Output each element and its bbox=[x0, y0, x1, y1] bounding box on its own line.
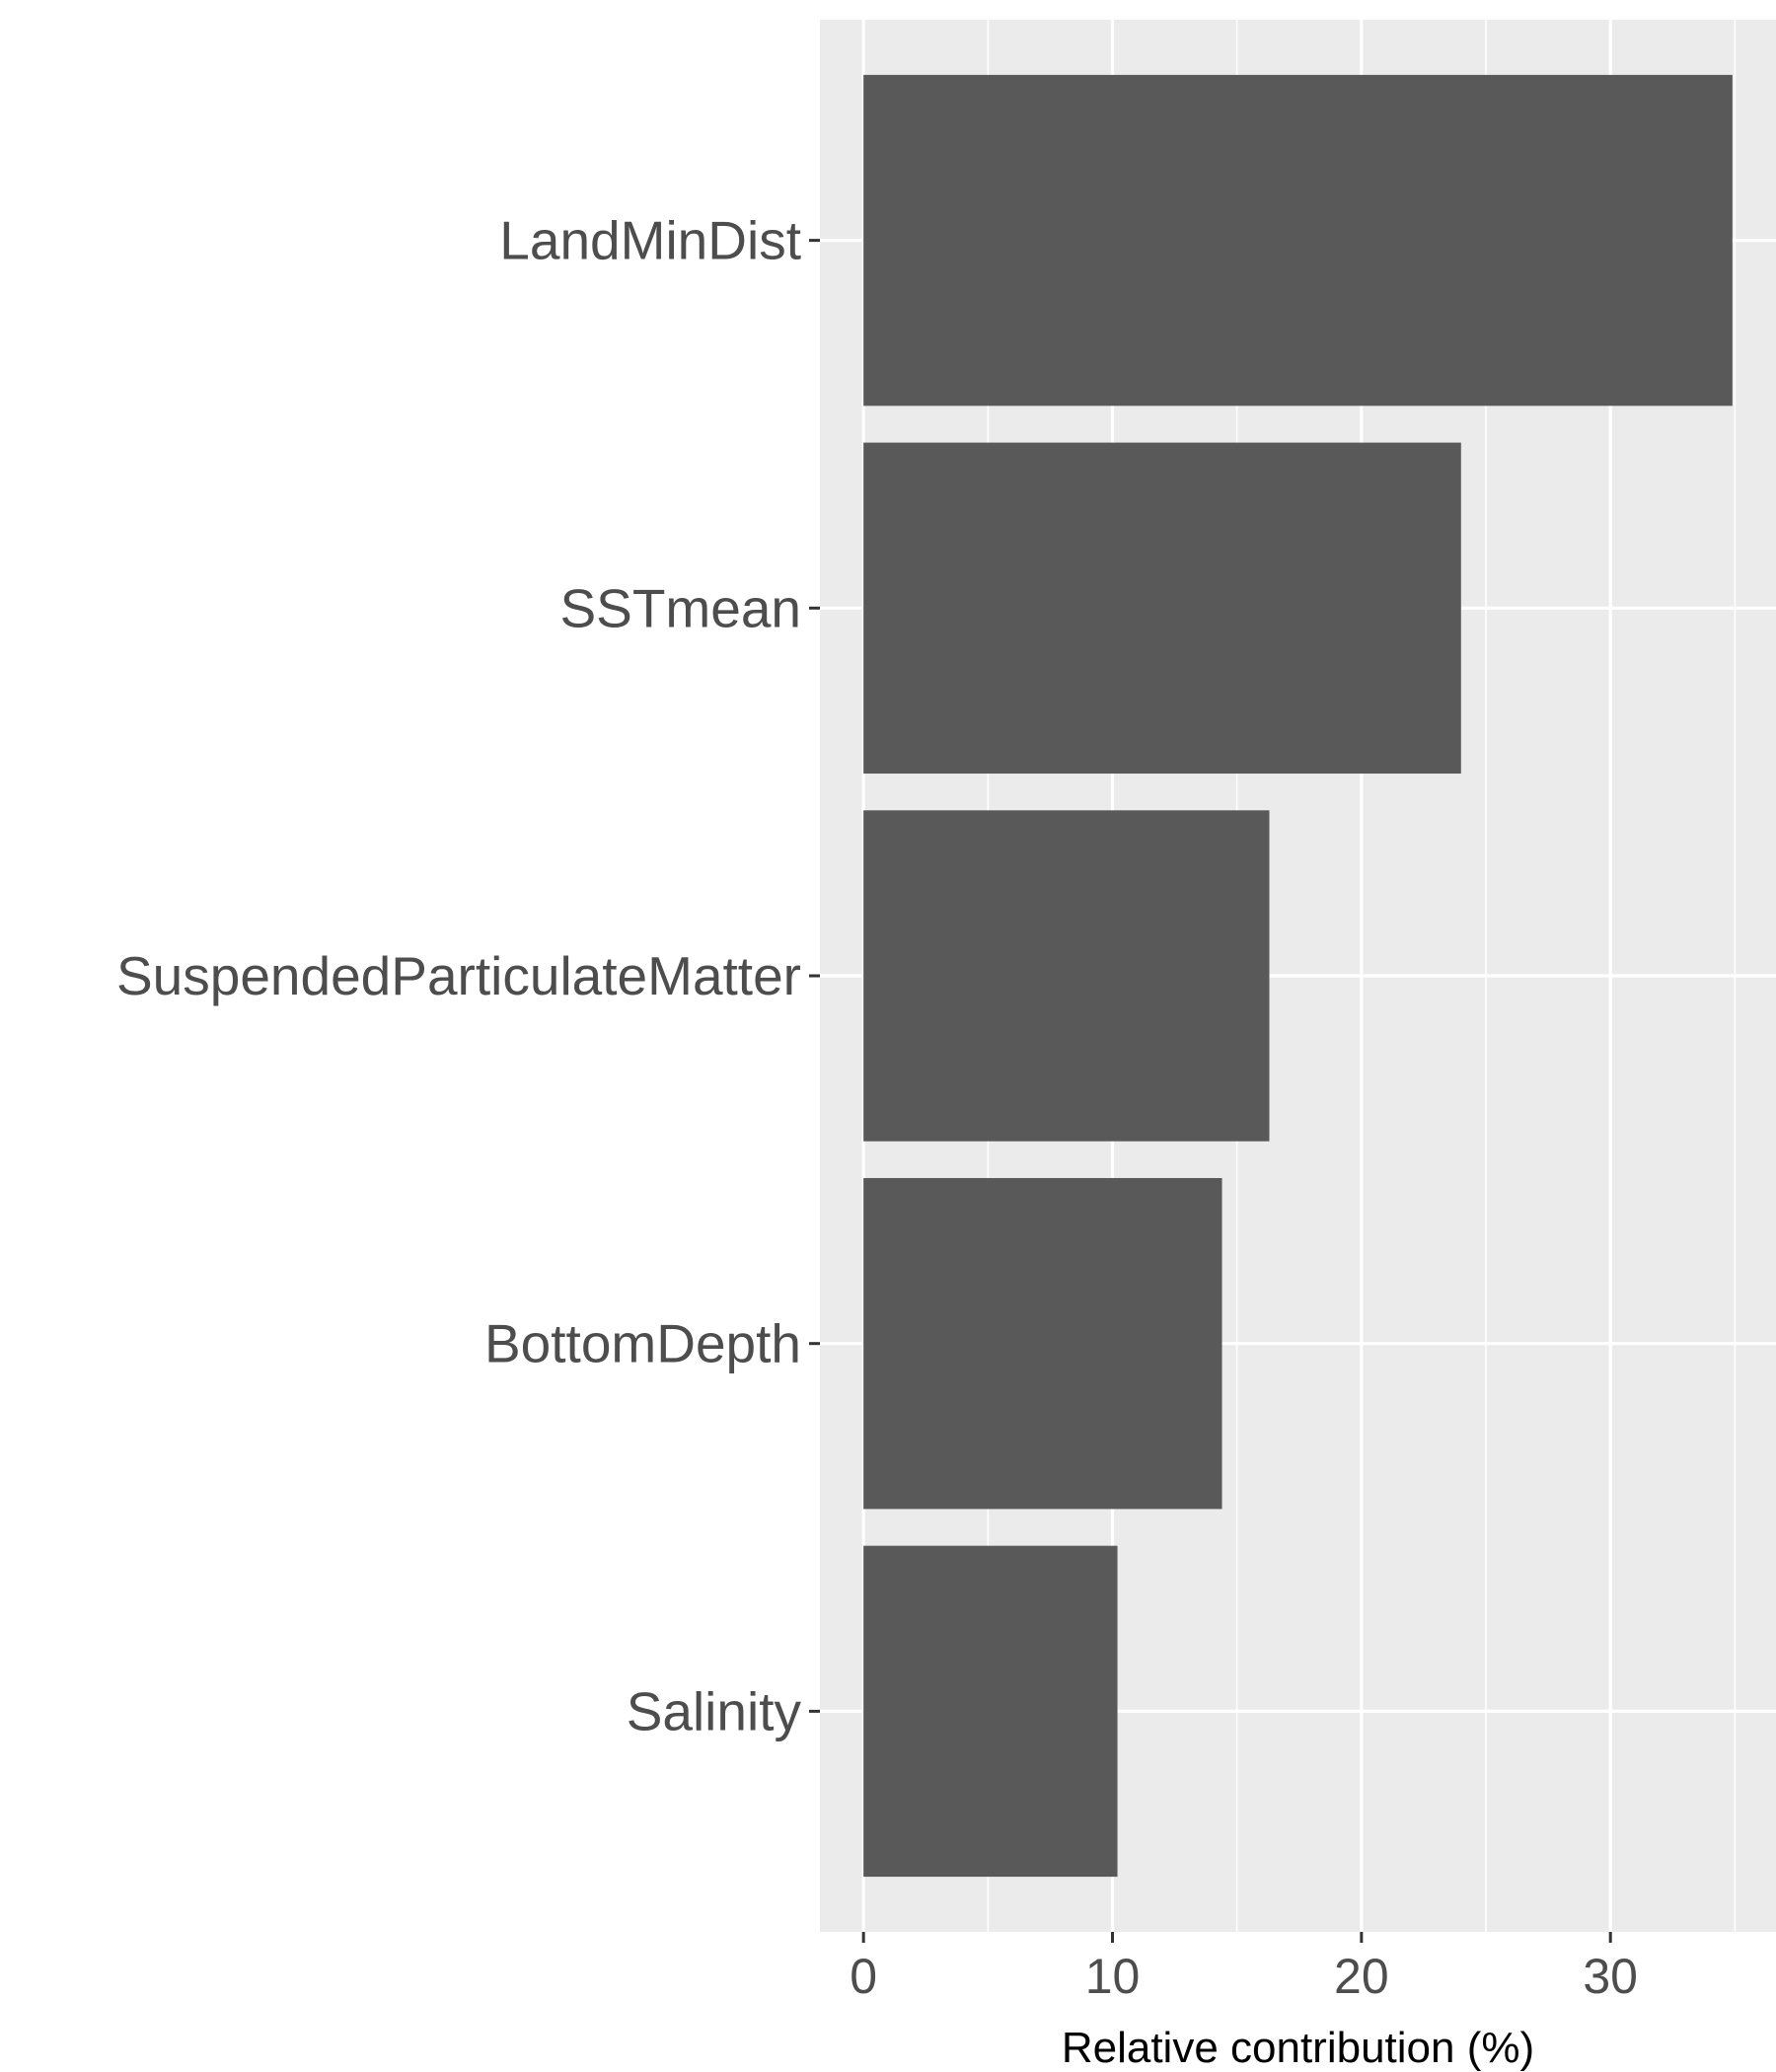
y-tick-label: SuspendedParticulateMatter bbox=[116, 945, 801, 1006]
x-tick-label: 30 bbox=[1583, 1949, 1638, 2004]
x-tick-label: 0 bbox=[850, 1949, 877, 2004]
bar-landmindist bbox=[863, 74, 1733, 407]
y-tick-label: SSTmean bbox=[559, 577, 801, 638]
bar-salinity bbox=[863, 1545, 1118, 1878]
bar-bottomdepth bbox=[863, 1177, 1222, 1510]
bar-sstmean bbox=[863, 442, 1461, 775]
x-axis-title: Relative contribution (%) bbox=[1062, 2024, 1534, 2072]
x-tick-label: 20 bbox=[1334, 1949, 1389, 2004]
bars bbox=[863, 74, 1733, 1878]
x-tick-label: 10 bbox=[1085, 1949, 1141, 2004]
y-tick-label: LandMinDist bbox=[499, 210, 801, 271]
y-tick-label: BottomDepth bbox=[484, 1313, 801, 1374]
bar-suspendedparticulatematter bbox=[863, 810, 1270, 1142]
axes: LandMinDist SSTmean SuspendedParticulateMa… bbox=[116, 210, 1638, 2004]
y-tick-label: Salinity bbox=[627, 1680, 802, 1741]
